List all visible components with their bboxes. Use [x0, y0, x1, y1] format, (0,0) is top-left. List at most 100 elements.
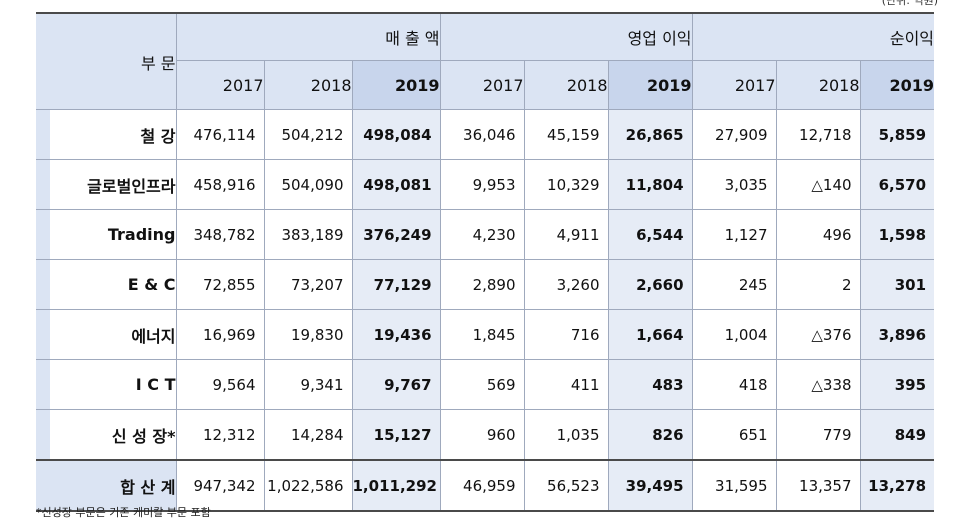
value-cell: 13,357	[776, 459, 861, 512]
unit-note: (단위: 억원)	[881, 0, 938, 7]
value-cell: 498,084	[352, 109, 441, 160]
year-header: 2017	[440, 60, 525, 110]
value-cell: 4,230	[440, 209, 525, 260]
value-cell: 1,845	[440, 309, 525, 360]
year-header: 2019	[352, 60, 441, 110]
year-header: 2017	[692, 60, 777, 110]
table-row: 신 성 장* 12,312 14,284 15,127 960 1,035 826 651 77…	[36, 409, 935, 461]
value-cell: 960	[440, 409, 525, 461]
row-label: 신 성 장*	[36, 409, 177, 461]
value-cell: 779	[776, 409, 861, 461]
value-cell: 826	[608, 409, 693, 461]
value-cell: 1,011,292	[352, 459, 441, 512]
value-cell: 56,523	[524, 459, 609, 512]
year-header: 2019	[860, 60, 935, 110]
value-cell: 45,159	[524, 109, 609, 160]
table-row: Trading 348,782 383,189 376,249 4,230 4,911 6,…	[36, 209, 935, 260]
table-row: I C T 9,564 9,341 9,767 569 411 483 418 △338 395	[36, 359, 935, 410]
value-cell: 383,189	[264, 209, 353, 260]
row-label: 글로벌인프라	[36, 159, 177, 210]
value-cell: 19,830	[264, 309, 353, 360]
table-row: 에너지 16,969 19,830 19,436 1,845 716 1,664 1,004 △…	[36, 309, 935, 360]
value-cell: 6,544	[608, 209, 693, 260]
value-cell: 3,260	[524, 259, 609, 310]
group-indent-bar	[36, 359, 50, 410]
value-cell: 5,859	[860, 109, 935, 160]
value-cell: 26,865	[608, 109, 693, 160]
value-cell: 77,129	[352, 259, 441, 310]
group-header-net-income: 순이익	[692, 12, 935, 61]
value-cell: 12,312	[176, 409, 265, 461]
value-cell: 504,212	[264, 109, 353, 160]
group-header-revenue: 매 출 액	[176, 12, 441, 61]
row-label: I C T	[50, 359, 177, 410]
value-cell: 3,896	[860, 309, 935, 360]
value-cell: 27,909	[692, 109, 777, 160]
row-label: 철 강	[36, 109, 177, 160]
value-cell: 498,081	[352, 159, 441, 210]
value-cell: 46,959	[440, 459, 525, 512]
group-header-operating-profit: 영업 이익	[440, 12, 693, 61]
value-cell: △140	[776, 159, 861, 210]
value-cell: 301	[860, 259, 935, 310]
value-cell: 418	[692, 359, 777, 410]
value-cell: 16,969	[176, 309, 265, 360]
value-cell: 376,249	[352, 209, 441, 260]
table-row: E & C 72,855 73,207 77,129 2,890 3,260 2,660 24…	[36, 259, 935, 310]
value-cell: 14,284	[264, 409, 353, 461]
value-cell: 651	[692, 409, 777, 461]
value-cell: 11,804	[608, 159, 693, 210]
value-cell: 1,127	[692, 209, 777, 260]
value-cell: 1,598	[860, 209, 935, 260]
value-cell: 1,035	[524, 409, 609, 461]
row-label: 합 산 계	[36, 459, 177, 512]
year-header: 2018	[776, 60, 861, 110]
footnote: *신성장 부문은 기존 케미칼 부문 포함	[36, 506, 211, 519]
value-cell: 73,207	[264, 259, 353, 310]
value-cell: 458,916	[176, 159, 265, 210]
value-cell: 4,911	[524, 209, 609, 260]
value-cell: 9,341	[264, 359, 353, 410]
total-row: 합 산 계 947,342 1,022,586 1,011,292 46,959 56,5…	[36, 459, 935, 512]
value-cell: 476,114	[176, 109, 265, 160]
value-cell: 72,855	[176, 259, 265, 310]
row-label: E & C	[50, 259, 177, 310]
value-cell: 6,570	[860, 159, 935, 210]
value-cell: 9,767	[352, 359, 441, 410]
value-cell: 1,664	[608, 309, 693, 360]
row-label: Trading	[50, 209, 177, 260]
value-cell: 39,495	[608, 459, 693, 512]
year-header: 2017	[176, 60, 265, 110]
value-cell: 9,953	[440, 159, 525, 210]
value-cell: 13,278	[860, 459, 935, 512]
year-header: 2018	[264, 60, 353, 110]
row-label: 에너지	[50, 309, 177, 360]
value-cell: 2,890	[440, 259, 525, 310]
value-cell: 19,436	[352, 309, 441, 360]
value-cell: 9,564	[176, 359, 265, 410]
value-cell: 1,022,586	[264, 459, 353, 512]
value-cell: 36,046	[440, 109, 525, 160]
table-row: 글로벌인프라 458,916 504,090 498,081 9,953 10,329 11…	[36, 159, 935, 210]
value-cell: 947,342	[176, 459, 265, 512]
value-cell: 1,004	[692, 309, 777, 360]
value-cell: 245	[692, 259, 777, 310]
value-cell: 496	[776, 209, 861, 260]
value-cell: 2,660	[608, 259, 693, 310]
value-cell: △338	[776, 359, 861, 410]
value-cell: 716	[524, 309, 609, 360]
value-cell: △376	[776, 309, 861, 360]
year-header: 2018	[524, 60, 609, 110]
group-indent-bar	[36, 209, 50, 260]
value-cell: 15,127	[352, 409, 441, 461]
table-row: 철 강 476,114 504,212 498,084 36,046 45,159 26,8…	[36, 109, 935, 160]
group-indent-bar	[36, 309, 50, 360]
value-cell: 411	[524, 359, 609, 410]
value-cell: 395	[860, 359, 935, 410]
value-cell: 2	[776, 259, 861, 310]
value-cell: 3,035	[692, 159, 777, 210]
corner-label: 부 문	[36, 12, 177, 110]
value-cell: 849	[860, 409, 935, 461]
financial-table: 부 문 매 출 액 영업 이익 순이익 2017 2018 2019 2017 …	[36, 12, 935, 512]
value-cell: 569	[440, 359, 525, 410]
